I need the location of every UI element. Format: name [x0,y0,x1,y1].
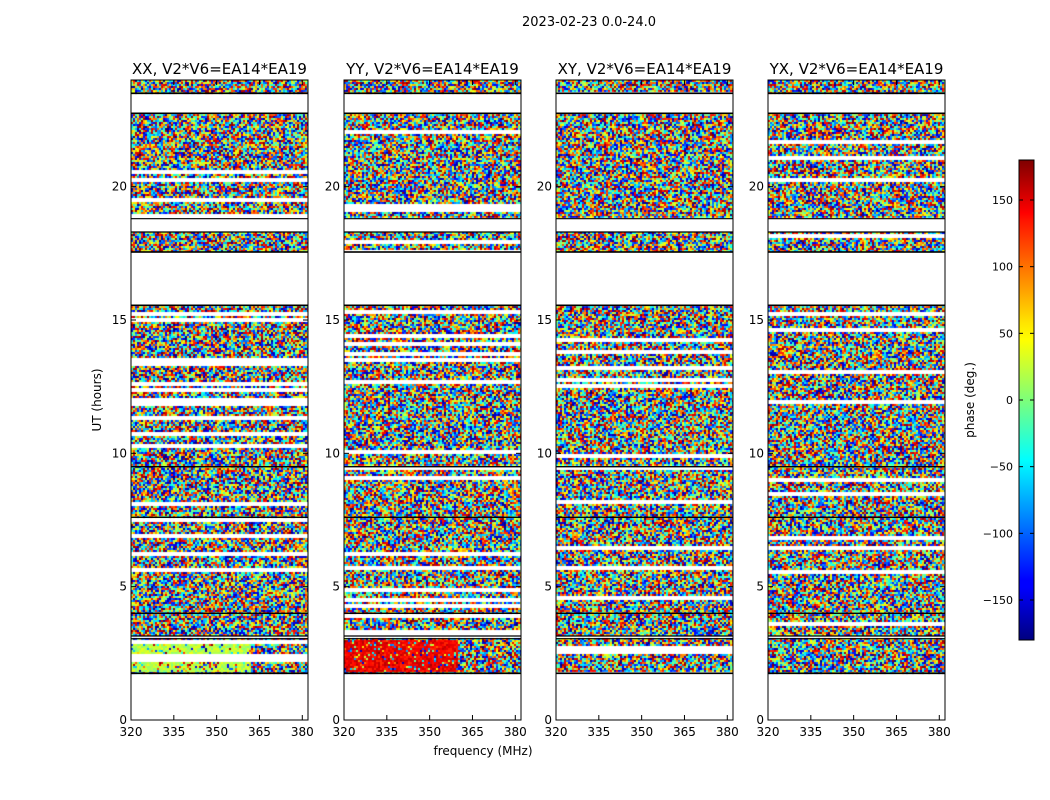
x-axis: 320 335 350 365 380 [120,80,314,739]
heatmap-cells [131,80,308,720]
x-tick-label: 350 [842,725,865,739]
panel-title: XY, V2*V6=EA14*EA19 [558,60,732,78]
y-axis: 0 5 10 15 20 [325,180,521,727]
panel-heatmap [131,80,308,720]
x-tick-label: 365 [885,725,908,739]
panel-heatmap [344,80,521,720]
panel-heatmap [768,80,945,720]
y-tick-label: 15 [325,313,340,327]
colorbar-tick-label: −50 [990,461,1013,474]
heatmap-cells [556,80,733,720]
x-tick-label: 320 [120,725,143,739]
y-axis: 0 5 10 15 20 [112,180,308,727]
y-tick-label: 20 [325,180,340,194]
x-tick-label: 320 [545,725,568,739]
colorbar-ticks: 150 100 50 0 −50 −100 −150 [983,194,1034,607]
y-axis: 0 5 10 15 20 [537,180,733,727]
panel-frame [767,79,946,721]
y-tick-label: 20 [537,180,552,194]
colorbar-tick-label: 0 [1006,394,1013,407]
colorbar-tick-label: 100 [992,261,1013,274]
x-tick-label: 380 [504,725,527,739]
y-tick-label: 5 [332,580,340,594]
x-tick-label: 380 [716,725,739,739]
x-axis: 320 335 350 365 380 [757,80,951,739]
panel-frame [343,79,522,721]
y-tick-label: 5 [756,580,764,594]
x-tick-label: 335 [162,725,185,739]
panel-heatmap [556,80,733,720]
heatmap-cells [768,80,945,720]
x-tick-label: 320 [757,725,780,739]
y-tick-label: 15 [537,313,552,327]
panel-frame [130,79,309,721]
colorbar-tick-label: 150 [992,194,1013,207]
x-tick-label: 320 [333,725,356,739]
colorbar: 150 100 50 0 −50 −100 −150 phase (deg.) [963,159,1035,641]
y-tick-label: 5 [119,580,127,594]
y-tick-label: 0 [544,713,552,727]
y-tick-label: 0 [332,713,340,727]
panel-4: YX, V2*V6=EA14*EA19 320 335 350 365 380 0 5 10… [749,60,951,739]
x-axis-label: frequency (MHz) [433,744,532,758]
y-tick-label: 10 [112,446,127,460]
x-tick-label: 350 [205,725,228,739]
y-tick-label: 10 [325,446,340,460]
x-tick-label: 335 [799,725,822,739]
panel-title: YY, V2*V6=EA14*EA19 [345,60,519,78]
x-tick-label: 380 [928,725,951,739]
y-tick-label: 10 [749,446,764,460]
x-tick-label: 365 [248,725,271,739]
y-tick-label: 15 [112,313,127,327]
panel-title: YX, V2*V6=EA14*EA19 [769,60,944,78]
y-tick-label: 0 [756,713,764,727]
x-tick-label: 365 [673,725,696,739]
y-axis-label: UT (hours) [90,368,104,431]
x-tick-label: 350 [630,725,653,739]
colorbar-tick-label: −100 [983,527,1013,540]
y-tick-label: 15 [749,313,764,327]
panel-2: YY, V2*V6=EA14*EA19 320 335 350 365 380 0 5 10… [325,60,527,739]
x-axis: 320 335 350 365 380 [333,80,527,739]
colorbar-tick-label: 50 [999,327,1013,340]
y-tick-label: 20 [112,180,127,194]
x-axis: 320 335 350 365 380 [545,80,739,739]
y-tick-label: 0 [119,713,127,727]
x-tick-label: 350 [418,725,441,739]
panel-1: XX, V2*V6=EA14*EA19 320 335 350 365 380 0 5 10… [112,60,314,739]
x-tick-label: 365 [461,725,484,739]
colorbar-label: phase (deg.) [963,362,977,438]
figure-title: 2023-02-23 0.0-24.0 [522,15,656,30]
x-tick-label: 380 [291,725,314,739]
y-tick-label: 10 [537,446,552,460]
heatmap-cells [344,80,521,720]
panel-3: XY, V2*V6=EA14*EA19 320 335 350 365 380 0 5 10… [537,60,739,739]
panel-frame [555,79,734,721]
colorbar-tick-label: −150 [983,594,1013,607]
x-tick-label: 335 [587,725,610,739]
x-tick-label: 335 [375,725,398,739]
y-tick-label: 5 [544,580,552,594]
y-tick-label: 20 [749,180,764,194]
panel-title: XX, V2*V6=EA14*EA19 [132,60,307,78]
y-axis: 0 5 10 15 20 [749,180,945,727]
